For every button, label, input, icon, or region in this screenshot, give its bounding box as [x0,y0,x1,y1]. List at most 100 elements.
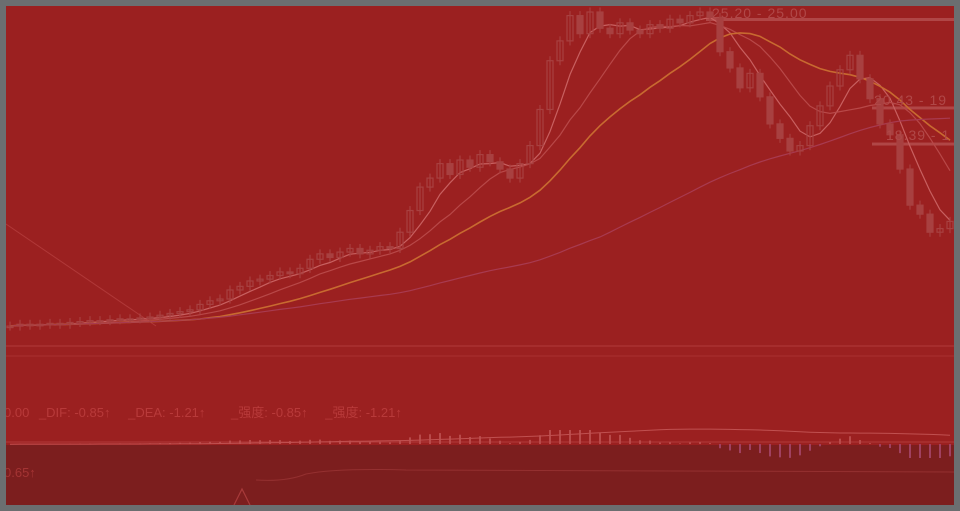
candle-body [616,22,624,35]
candle-body [336,251,344,259]
candle-body [656,24,664,29]
candle-body [566,15,574,42]
candle-body [56,322,64,326]
candle-body [486,153,494,163]
candle-body [36,323,44,327]
candle-body [266,274,274,280]
candle-body [156,314,164,318]
candle-body [6,325,14,329]
candle-body [596,11,604,29]
candle-body [516,163,524,179]
candle-body [866,78,874,100]
candle-body [136,317,144,321]
candle-body [736,67,744,89]
candle-body [686,15,694,24]
candle-body [376,246,384,251]
lower-indicator-line [255,469,954,481]
candle-body [556,40,564,62]
candle-body [206,300,214,306]
candle-body [776,123,784,139]
candle-body [936,228,944,233]
candle-body [676,18,684,24]
candle-body [356,247,364,255]
candle-body [856,54,864,80]
candle-body [536,108,544,147]
price-level-label: 20.43 - 19 [874,92,948,108]
macd-value: 0.00 [6,405,30,420]
candle-body [236,285,244,291]
candle-body [286,271,294,275]
candle-body [726,51,734,69]
candle-body [626,22,634,31]
ma10-line [9,21,951,327]
candle-body [576,15,584,35]
candle-body [216,298,224,302]
price-level-line [706,18,954,21]
candle-body [256,278,264,282]
candle-body [786,137,794,152]
candle-body [526,144,534,165]
candle-body [446,163,454,176]
candle-body [836,69,844,87]
candle-body [246,280,254,287]
candle-body [306,258,314,269]
candle-body [426,177,434,188]
ma60-line [9,117,951,327]
candle-body [876,98,884,125]
candle-body [906,168,914,206]
candle-body [706,11,714,19]
candle-body [66,321,74,325]
price-level-label: 25.20 - 25.00 [712,6,808,21]
candle-body [126,318,134,321]
candle-body [166,312,174,316]
lower-indicator-panel [6,445,954,505]
candle-body [846,54,854,71]
candle-body [346,247,354,253]
candle-body [816,105,824,127]
candle-body [746,72,754,89]
candle-body [146,316,154,320]
macd-dea: _DEA: -1.21↑ [128,405,206,420]
candle-body [86,320,94,323]
candle-body [806,125,814,147]
candle-body [716,16,724,53]
candle-body [826,85,834,107]
candle-body [636,29,644,35]
candle-body [386,246,394,250]
macd-header: 0.00 _DIF: -0.85↑ _DEA: -1.21↑ _强度: -0.8… [6,402,402,421]
candle-body [756,72,764,98]
candlestick-chart[interactable] [6,6,954,505]
candle-body [196,303,204,311]
candle-body [766,96,774,125]
marker-triangle [233,487,251,505]
candle-body [396,231,404,250]
candle-body [26,323,34,327]
candle-body [666,18,674,29]
trend-line [6,223,157,327]
candle-body [946,220,954,230]
candle-body [416,186,424,212]
ma20-line [9,32,951,327]
candle-body [546,60,554,111]
candle-body [586,11,594,35]
candle-body [496,161,504,170]
candle-body [16,323,24,327]
candle-body [926,213,934,233]
candle-body [506,168,514,179]
candle-body [696,11,704,17]
candle-body [436,163,444,179]
candle-body [116,318,124,321]
price-level-line [872,106,954,110]
macd-strength-1: _强度: -0.85↑ [231,405,308,420]
candle-body [366,249,374,255]
candle-body [96,320,104,323]
price-level-label: 18.39 - 1 [886,127,951,143]
candle-body [796,144,804,152]
macd-strength-2: _强度: -1.21↑ [325,405,402,420]
lower-indicator-value: 0.65↑ [6,465,36,480]
candle-body [606,27,614,35]
candle-body [326,253,334,259]
candle-body [456,159,464,176]
candle-body [476,153,484,168]
candle-body [76,320,84,324]
